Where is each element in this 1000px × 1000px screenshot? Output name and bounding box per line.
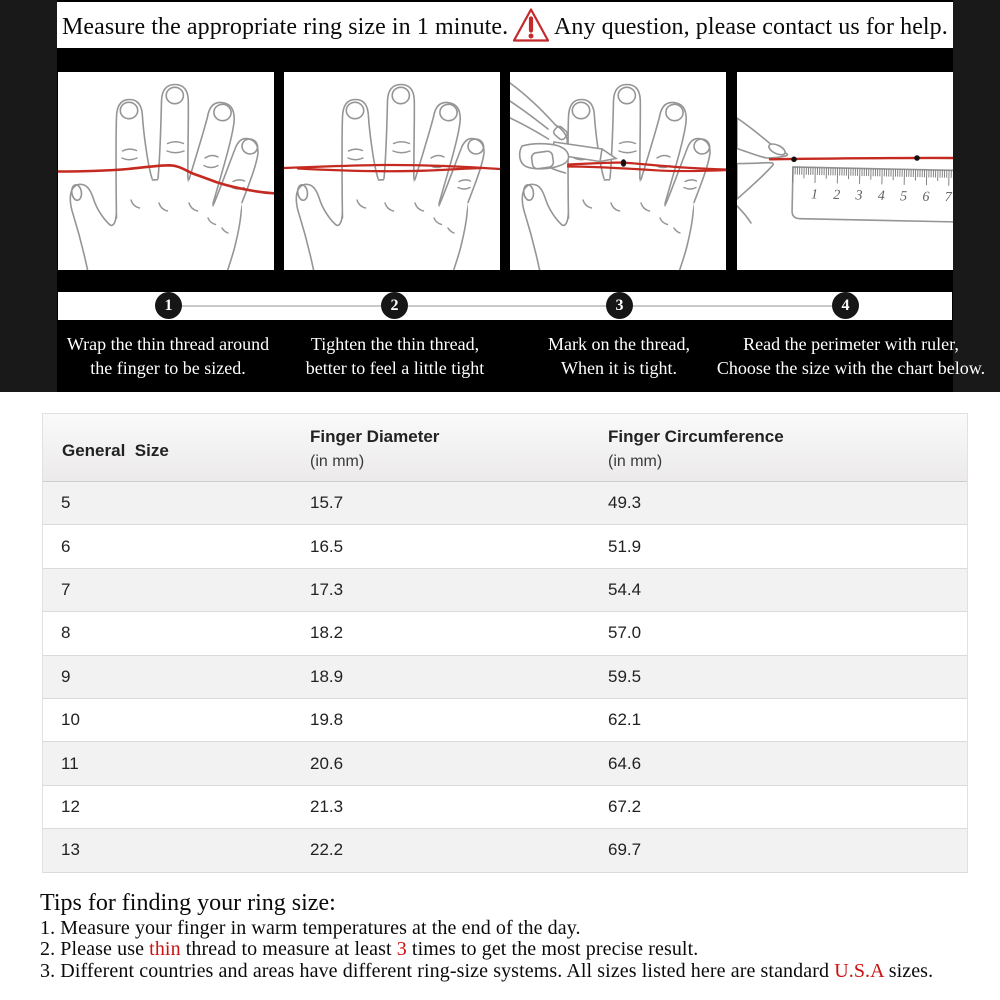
svg-text:3: 3: [854, 188, 862, 203]
svg-text:2: 2: [833, 188, 840, 203]
svg-text:5: 5: [900, 189, 907, 204]
svg-text:7: 7: [945, 190, 953, 205]
svg-text:1: 1: [811, 187, 818, 202]
svg-text:6: 6: [922, 190, 929, 205]
svg-text:4: 4: [878, 189, 885, 204]
